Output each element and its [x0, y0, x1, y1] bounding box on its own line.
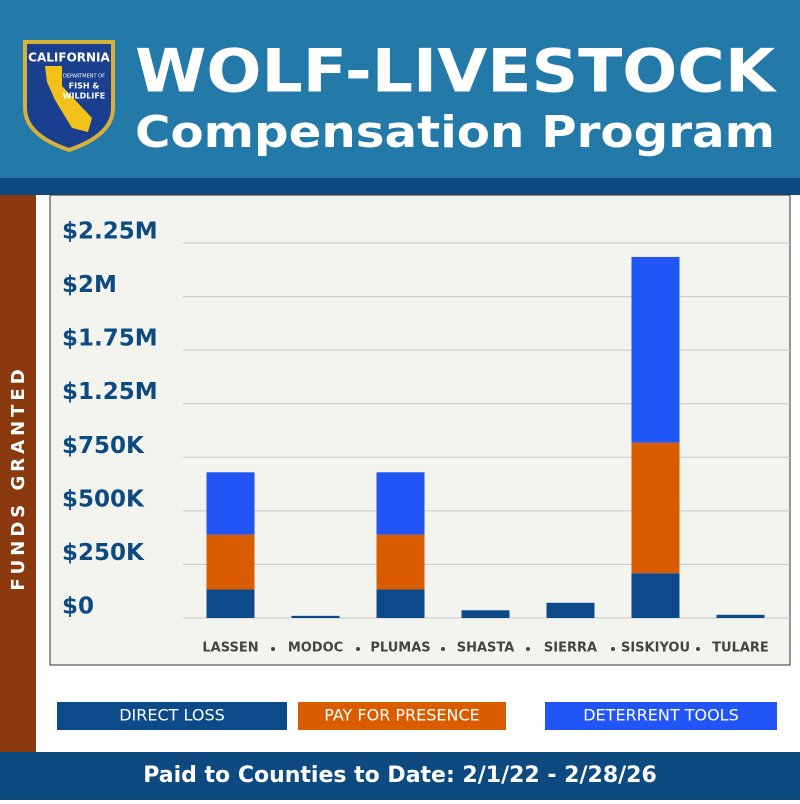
logo-text: CALIFORNIA	[28, 51, 110, 65]
y-tick-label: $1.25M	[62, 379, 158, 405]
footer-note: Paid to Counties to Date: 2/1/22 - 2/28/…	[143, 763, 657, 788]
y-tick-label: $2.25M	[62, 219, 158, 245]
bar-segment	[206, 589, 255, 618]
y-axis-label: FUNDS GRANTED	[8, 365, 29, 590]
x-tick-label: SISKIYOU	[621, 641, 690, 656]
y-tick-label: $1.75M	[62, 326, 158, 352]
y-tick-label: $0	[62, 594, 94, 620]
logo-text: WILDLIFE	[63, 92, 106, 101]
header-stripe	[0, 178, 800, 195]
y-tick-label: $750K	[62, 433, 145, 459]
chart-subtitle: Compensation Program	[135, 107, 775, 158]
x-tick-label: MODOC	[288, 641, 343, 656]
bar-segment	[376, 472, 425, 535]
logo: CALIFORNIA DEPARTMENT OF FISH & WILDLIFE	[23, 40, 115, 153]
legend-swatch	[545, 702, 777, 730]
bar-segment	[631, 256, 680, 443]
legend-swatch	[57, 702, 287, 730]
legend-label: DETERRENT TOOLS	[583, 706, 739, 725]
bar-segment	[546, 602, 595, 618]
separator-dot	[271, 647, 275, 651]
bar-segment	[376, 534, 425, 590]
x-tick-label: PLUMAS	[370, 641, 430, 656]
x-tick-label: SIERRA	[544, 641, 597, 656]
bar-segment	[206, 534, 255, 590]
x-tick-label: SHASTA	[457, 641, 515, 656]
bar-segment	[631, 573, 680, 618]
x-tick-label: LASSEN	[202, 641, 258, 656]
legend-label: DIRECT LOSS	[119, 706, 225, 725]
bar-segment	[376, 589, 425, 618]
y-label-strip	[0, 195, 36, 752]
bar-segment	[461, 610, 510, 618]
logo-text: DEPARTMENT OF	[63, 74, 105, 80]
separator-dot	[526, 647, 530, 651]
bar-segment	[291, 615, 340, 618]
x-tick-label: TULARE	[712, 641, 769, 656]
y-tick-label: $2M	[62, 272, 117, 298]
header-band	[0, 0, 800, 178]
bar-segment	[206, 472, 255, 535]
y-tick-label: $500K	[62, 486, 145, 512]
bar-segment	[716, 614, 765, 618]
footer-band	[0, 752, 800, 800]
separator-dot	[441, 647, 445, 651]
separator-dot	[696, 647, 700, 651]
legend-swatch	[298, 702, 506, 730]
logo-state	[45, 66, 92, 132]
logo-text: FISH &	[69, 82, 100, 91]
bar-segment	[631, 442, 680, 574]
separator-dot	[356, 647, 360, 651]
y-tick-label: $250K	[62, 540, 145, 566]
legend-label: PAY FOR PRESENCE	[324, 706, 480, 725]
separator-dot	[611, 647, 615, 651]
chart-title: WOLF-LIVESTOCK	[135, 37, 778, 107]
